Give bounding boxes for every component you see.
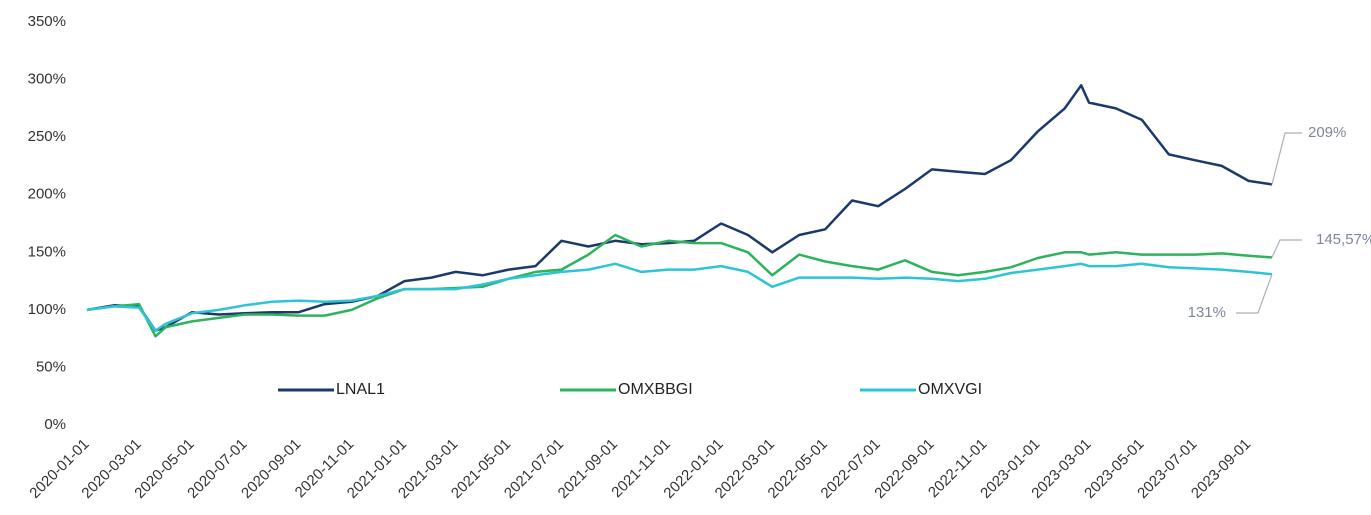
series-line — [86, 262, 1273, 332]
leader-line — [1236, 273, 1273, 314]
series-line — [86, 84, 1273, 332]
legend-label: OMXVGI — [918, 381, 982, 398]
y-tick-label: 50% — [36, 358, 66, 375]
y-tick-label: 100% — [28, 301, 66, 318]
leader-line — [1271, 132, 1302, 185]
legend-label: OMXBBGI — [618, 381, 693, 398]
end-label: 131% — [1188, 304, 1226, 321]
y-tick-label: 350% — [28, 13, 66, 30]
y-tick-label: 250% — [28, 128, 66, 145]
end-label: 209% — [1308, 124, 1346, 141]
y-tick-label: 300% — [28, 71, 66, 88]
leader-line — [1271, 239, 1302, 258]
series-line — [86, 233, 1273, 338]
y-tick-label: 200% — [28, 186, 66, 203]
legend-label: LNAL1 — [336, 381, 385, 398]
y-tick-label: 0% — [44, 416, 66, 433]
end-label: 145,57% — [1316, 231, 1371, 248]
y-tick-label: 150% — [28, 243, 66, 260]
